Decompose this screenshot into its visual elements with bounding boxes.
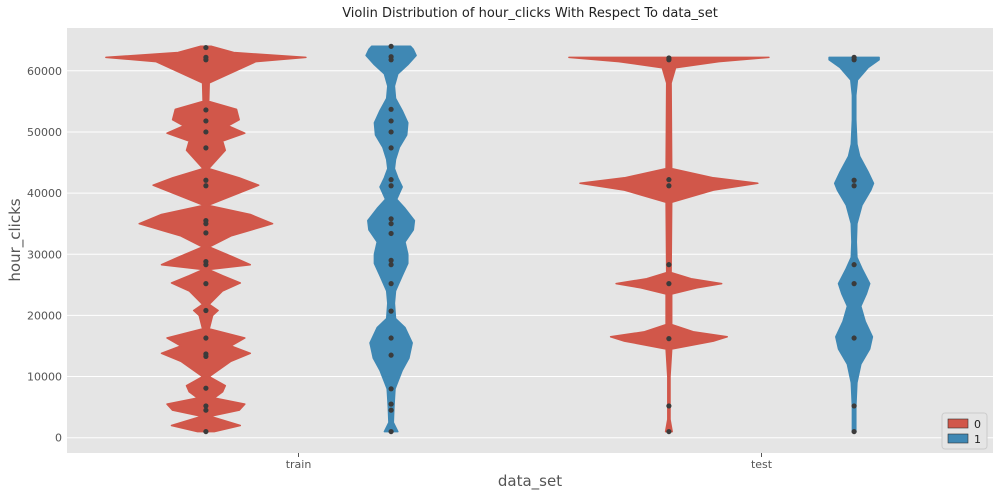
y-tick-label: 30000 <box>27 248 62 261</box>
data-point <box>388 407 394 413</box>
data-point <box>388 118 394 124</box>
data-point <box>203 107 209 113</box>
data-point <box>388 221 394 227</box>
data-point <box>388 262 394 268</box>
data-point <box>388 43 394 49</box>
data-point <box>203 403 209 409</box>
data-point <box>851 335 857 341</box>
data-point <box>666 183 672 189</box>
violin-0-test <box>568 56 770 433</box>
legend-label-1: 1 <box>974 433 981 446</box>
data-point <box>851 183 857 189</box>
data-point <box>851 403 857 409</box>
data-point <box>388 352 394 358</box>
data-point <box>666 281 672 287</box>
legend: 0 1 <box>941 412 988 450</box>
data-point <box>203 54 209 60</box>
data-point <box>851 54 857 60</box>
violin-1-test <box>828 56 880 433</box>
y-tick-label: 40000 <box>27 187 62 200</box>
data-point <box>388 230 394 237</box>
y-tick-label: 10000 <box>27 371 62 384</box>
y-tick-label: 0 <box>55 432 62 445</box>
data-point <box>203 177 209 183</box>
data-point <box>388 216 394 222</box>
violin-1-train <box>365 45 417 433</box>
y-ticks: 0 10000 20000 30000 40000 50000 60000 <box>27 65 62 445</box>
data-point <box>388 308 394 314</box>
y-tick-label: 60000 <box>27 65 62 78</box>
data-point <box>851 262 857 268</box>
data-point <box>851 428 857 435</box>
x-tick-label: train <box>286 458 312 471</box>
data-point <box>388 129 394 135</box>
legend-swatch-0 <box>947 418 969 429</box>
data-point <box>203 44 209 51</box>
data-point <box>666 55 672 61</box>
data-point <box>388 281 394 287</box>
data-point <box>203 307 209 314</box>
data-point <box>666 428 672 435</box>
data-points <box>203 43 857 435</box>
data-point <box>851 281 857 287</box>
data-point <box>388 145 394 151</box>
data-point <box>666 403 672 409</box>
data-point <box>666 262 672 268</box>
data-point <box>203 129 209 135</box>
data-point <box>388 335 394 341</box>
x-ticks: train test <box>286 453 773 471</box>
data-point <box>203 335 209 341</box>
data-point <box>203 218 209 224</box>
data-point <box>203 258 209 265</box>
data-point <box>203 407 209 413</box>
data-point <box>203 428 209 435</box>
data-point <box>388 177 394 183</box>
data-point <box>388 257 394 263</box>
data-point <box>203 230 209 236</box>
data-point <box>388 183 394 189</box>
data-point <box>203 183 209 189</box>
data-point <box>203 351 209 357</box>
legend-swatch-1 <box>947 433 969 444</box>
data-point <box>388 106 394 112</box>
data-point <box>666 177 672 183</box>
data-point <box>388 54 394 60</box>
data-point <box>666 336 672 342</box>
data-point <box>203 385 209 391</box>
data-point <box>388 401 394 407</box>
y-tick-label: 20000 <box>27 309 62 322</box>
violins <box>105 45 880 433</box>
data-point <box>203 145 209 151</box>
data-point <box>203 281 209 287</box>
legend-label-0: 0 <box>974 418 981 431</box>
x-axis-label: data_set <box>498 472 562 491</box>
chart-title: Violin Distribution of hour_clicks With … <box>342 6 718 21</box>
y-axis-label: hour_clicks <box>6 198 25 281</box>
data-point <box>203 118 209 124</box>
data-point <box>388 386 394 392</box>
x-tick-label: test <box>751 458 773 471</box>
y-tick-label: 50000 <box>27 126 62 139</box>
data-point <box>851 177 857 183</box>
violin-0-train <box>105 45 307 433</box>
data-point <box>388 428 394 435</box>
